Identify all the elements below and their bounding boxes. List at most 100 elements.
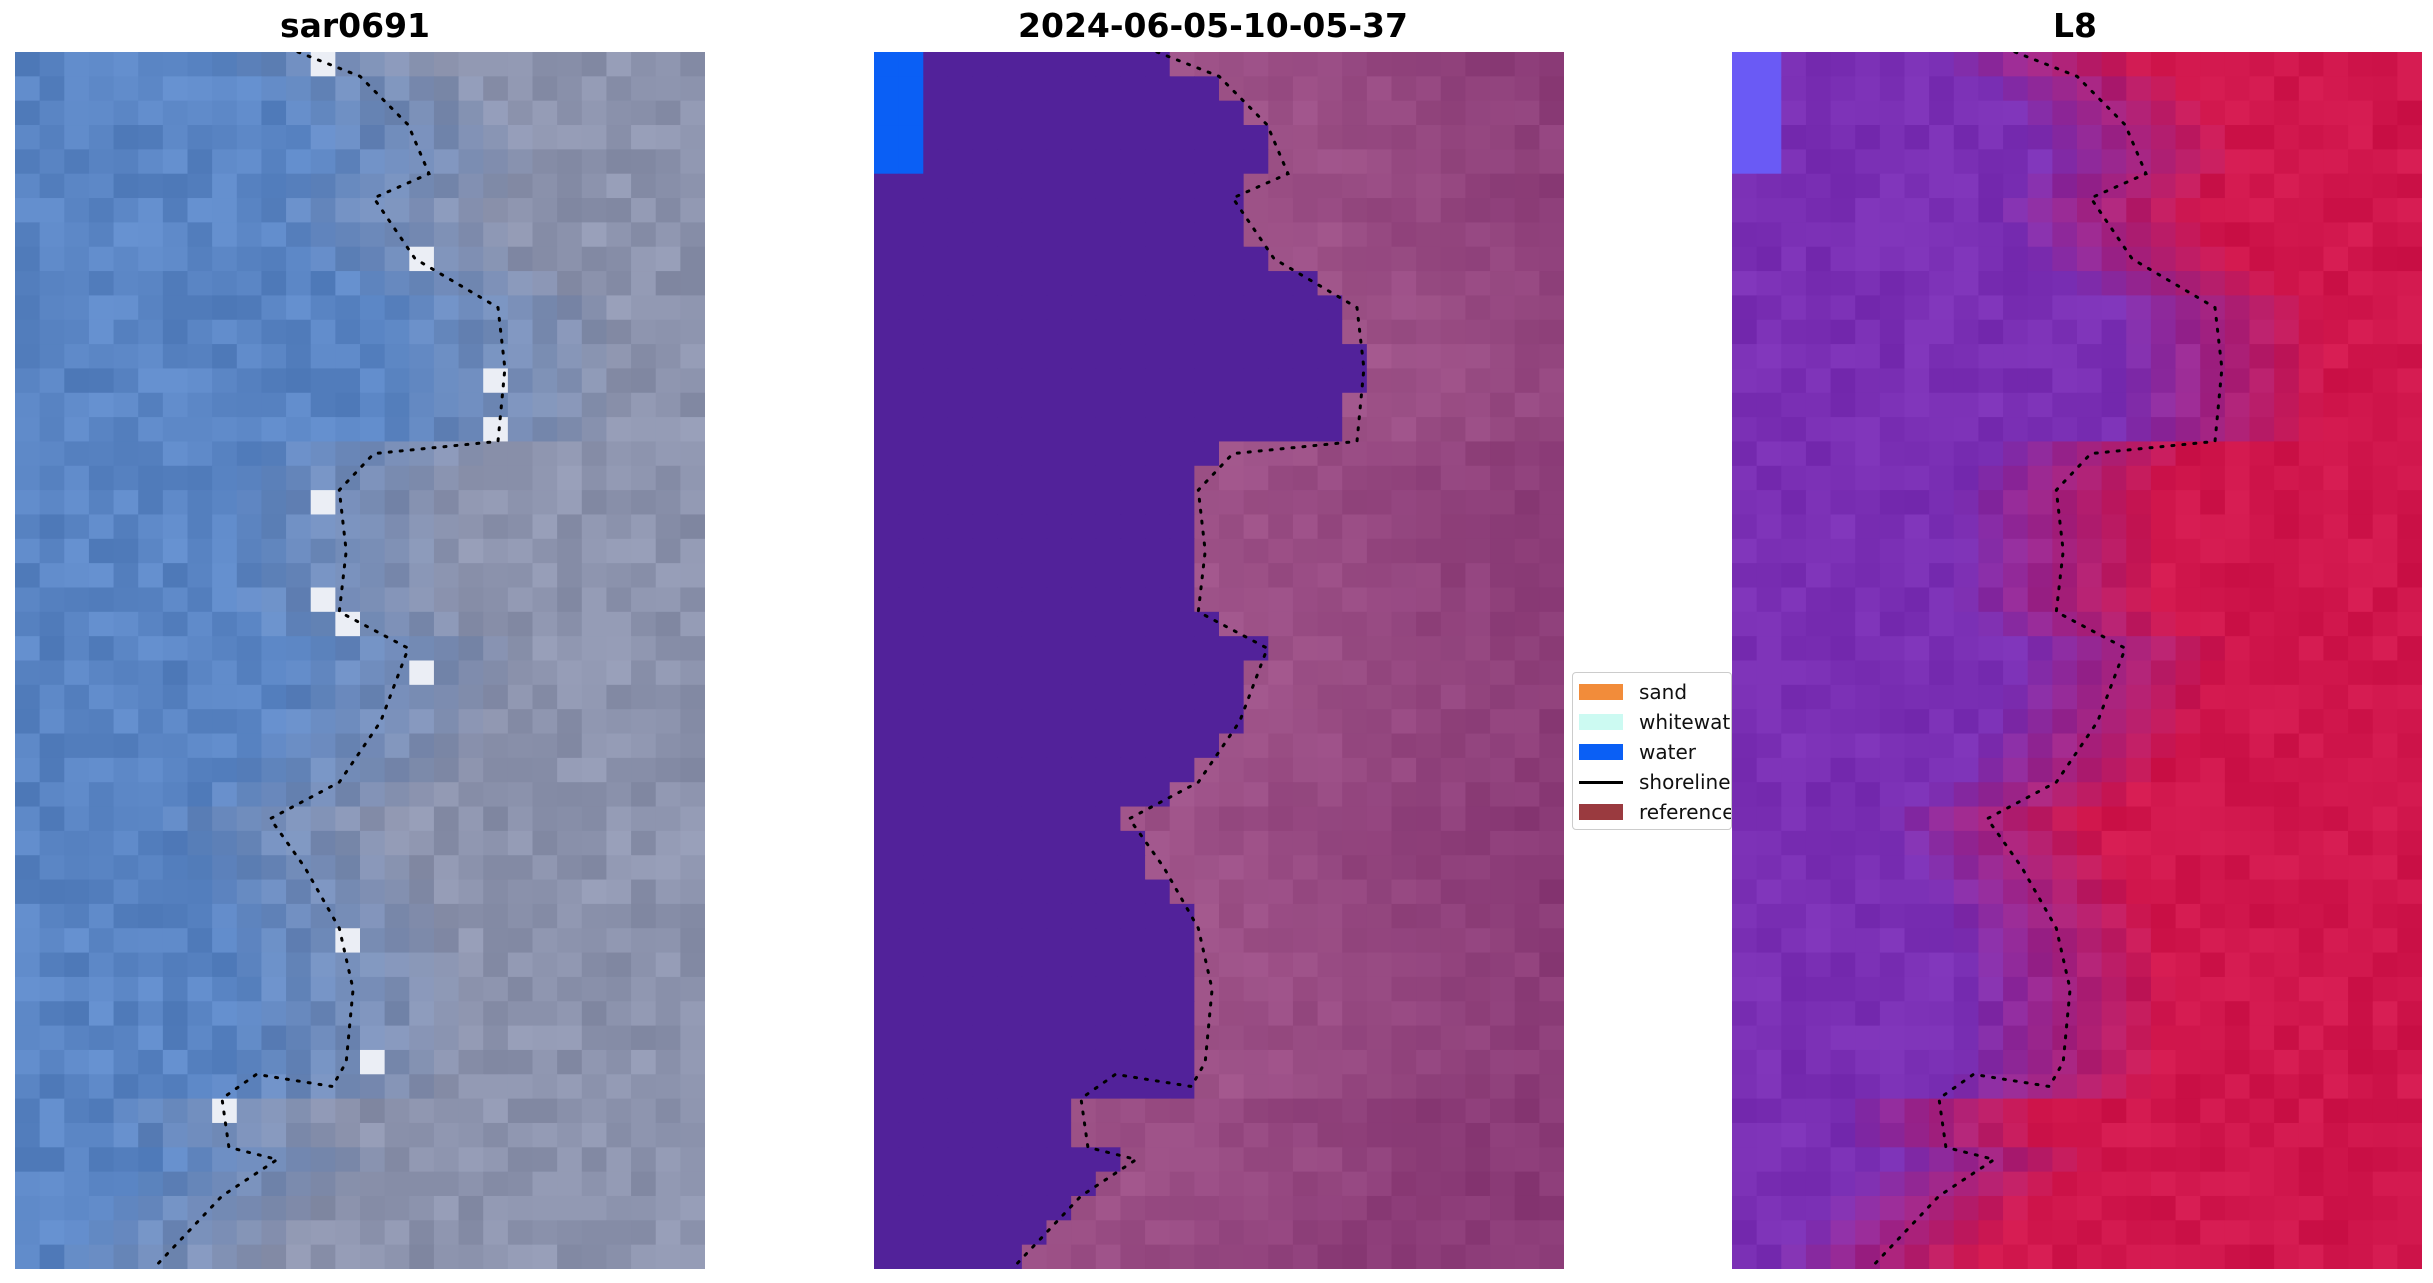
pixel-cell <box>2372 538 2398 564</box>
pixel-cell <box>2224 368 2251 394</box>
pixel-cell <box>923 222 949 248</box>
pixel-cell <box>532 976 558 1002</box>
pixel-cell <box>1879 490 1906 516</box>
pixel-cell <box>1120 149 1146 175</box>
pixel-cell <box>1219 1147 1245 1173</box>
pixel-cell <box>1095 1122 1122 1148</box>
pixel-cell <box>310 271 336 296</box>
pixel-cell <box>1539 903 1564 929</box>
pixel-cell <box>1830 1025 1856 1051</box>
pixel-cell <box>1732 611 1758 637</box>
pixel-cell <box>1978 903 2004 929</box>
pixel-cell <box>1120 660 1146 686</box>
pixel-cell <box>433 76 460 102</box>
pixel-cell <box>606 1098 632 1124</box>
pixel-cell <box>1978 855 2004 881</box>
pixel-cell <box>1953 855 1980 881</box>
pixel-cell <box>212 611 238 637</box>
pixel-cell <box>138 76 164 102</box>
pixel-cell <box>483 100 509 126</box>
pixel-cell <box>138 1001 164 1027</box>
pixel-cell <box>1292 1025 1319 1051</box>
pixel-cell <box>532 173 558 199</box>
pixel-cell <box>1268 611 1294 637</box>
pixel-cell <box>310 319 336 345</box>
pixel-cell <box>1021 709 1048 735</box>
pixel-cell <box>1904 976 1930 1002</box>
pixel-cell <box>947 246 974 272</box>
pixel-cell <box>2175 538 2201 564</box>
pixel-cell <box>1391 271 1417 296</box>
pixel-cell <box>2077 392 2103 418</box>
pixel-cell <box>2175 319 2201 345</box>
pixel-cell <box>2372 1001 2398 1027</box>
pixel-cell <box>1366 319 1393 345</box>
pixel-cell <box>1490 976 1516 1002</box>
pixel-cell <box>1342 149 1368 175</box>
pixel-cell <box>1268 125 1294 150</box>
pixel-cell <box>1440 76 1467 102</box>
pixel-cell <box>310 709 336 735</box>
pixel-cell <box>212 441 238 467</box>
pixel-cell <box>261 1171 287 1197</box>
pixel-cell <box>507 538 534 564</box>
pixel-cell <box>458 563 484 589</box>
pixel-cell <box>1145 1098 1171 1124</box>
pixel-cell <box>2298 563 2325 589</box>
pixel-cell <box>2249 100 2275 126</box>
pixel-cell <box>947 76 974 102</box>
pixel-cell <box>1194 684 1220 710</box>
pixel-cell <box>1929 903 1955 929</box>
pixel-cell <box>1342 198 1368 223</box>
pixel-cell <box>1514 1074 1540 1100</box>
pixel-cell <box>458 490 484 516</box>
pixel-cell <box>2077 660 2103 686</box>
pixel-cell <box>1929 684 1955 710</box>
pixel-cell <box>1539 246 1564 272</box>
pixel-cell <box>113 417 139 443</box>
pixel-cell <box>1490 319 1516 345</box>
pixel-cell <box>898 514 924 540</box>
pixel-cell <box>113 1074 139 1100</box>
pixel-cell <box>631 1195 657 1221</box>
pixel-cell <box>1120 1122 1146 1148</box>
pixel-cell <box>532 1049 558 1075</box>
pixel-cell <box>483 684 509 710</box>
pixel-cell <box>1490 1220 1516 1246</box>
pixel-cell <box>483 319 509 345</box>
pixel-cell <box>898 441 924 467</box>
pixel-cell <box>2126 733 2152 759</box>
pixel-cell <box>680 1074 705 1100</box>
pixel-cell <box>1071 173 1097 199</box>
pixel-cell <box>1756 782 1782 808</box>
pixel-cell <box>972 222 998 248</box>
pixel-cell <box>335 100 361 126</box>
pixel-cell <box>2101 733 2127 759</box>
pixel-cell <box>261 100 287 126</box>
pixel-cell <box>2323 417 2349 443</box>
pixel-cell <box>2249 417 2275 443</box>
pixel-cell <box>1268 368 1294 394</box>
pixel-cell <box>1805 1147 1832 1173</box>
pixel-cell <box>1219 52 1245 77</box>
pixel-cell <box>1953 319 1980 345</box>
pixel-cell <box>2323 173 2349 199</box>
pixel-cell <box>2224 976 2251 1002</box>
pixel-cell <box>1292 1147 1319 1173</box>
pixel-cell <box>1953 76 1980 102</box>
pixel-cell <box>2274 1244 2300 1269</box>
pixel-cell <box>581 830 608 856</box>
pixel-cell <box>606 1220 632 1246</box>
pixel-cell <box>581 1025 608 1051</box>
pixel-cell <box>1342 319 1368 345</box>
pixel-cell <box>1879 1025 1906 1051</box>
pixel-cell <box>1021 295 1048 321</box>
pixel-cell <box>606 295 632 321</box>
pixel-cell <box>898 1001 924 1027</box>
pixel-cell <box>1243 757 1269 783</box>
pixel-cell <box>507 928 534 954</box>
pixel-cell <box>2372 125 2398 150</box>
pixel-cell <box>360 611 386 637</box>
pixel-cell <box>2077 976 2103 1002</box>
pixel-cell <box>212 417 238 443</box>
